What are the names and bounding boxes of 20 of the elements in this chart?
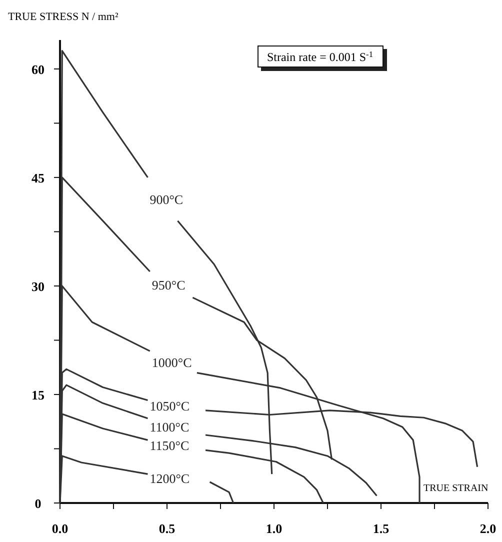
x-tick-label: 0.0 [52, 521, 68, 536]
series-label: 1200°C [150, 471, 190, 486]
x-axis-title: TRUE STRAIN [424, 483, 488, 494]
series-label: 1100°C [150, 420, 190, 435]
series-label: 1150°C [150, 438, 190, 454]
y-tick-label: 0 [34, 496, 42, 511]
y-axis-title: TRUE STRESS N / mm² [8, 11, 119, 23]
x-tick-label: 1.5 [372, 521, 390, 536]
y-tick-label: 30 [32, 278, 44, 294]
x-tick-label: 0.5 [158, 521, 176, 536]
y-tick-label: 45 [32, 170, 45, 186]
series-label: 1000°C [152, 354, 192, 370]
y-tick-label: 15 [32, 387, 45, 402]
series-label: 1050°C [150, 398, 190, 414]
series-label: 900°C [150, 192, 184, 208]
x-tick-label: 1.0 [266, 521, 282, 536]
x-tick-label: 2.0 [480, 521, 496, 536]
y-tick-label: 60 [32, 62, 44, 77]
series-label: 950°C [152, 278, 186, 293]
annotation: Strain rate = 0.001 S$^{-1}$ [266, 50, 374, 64]
